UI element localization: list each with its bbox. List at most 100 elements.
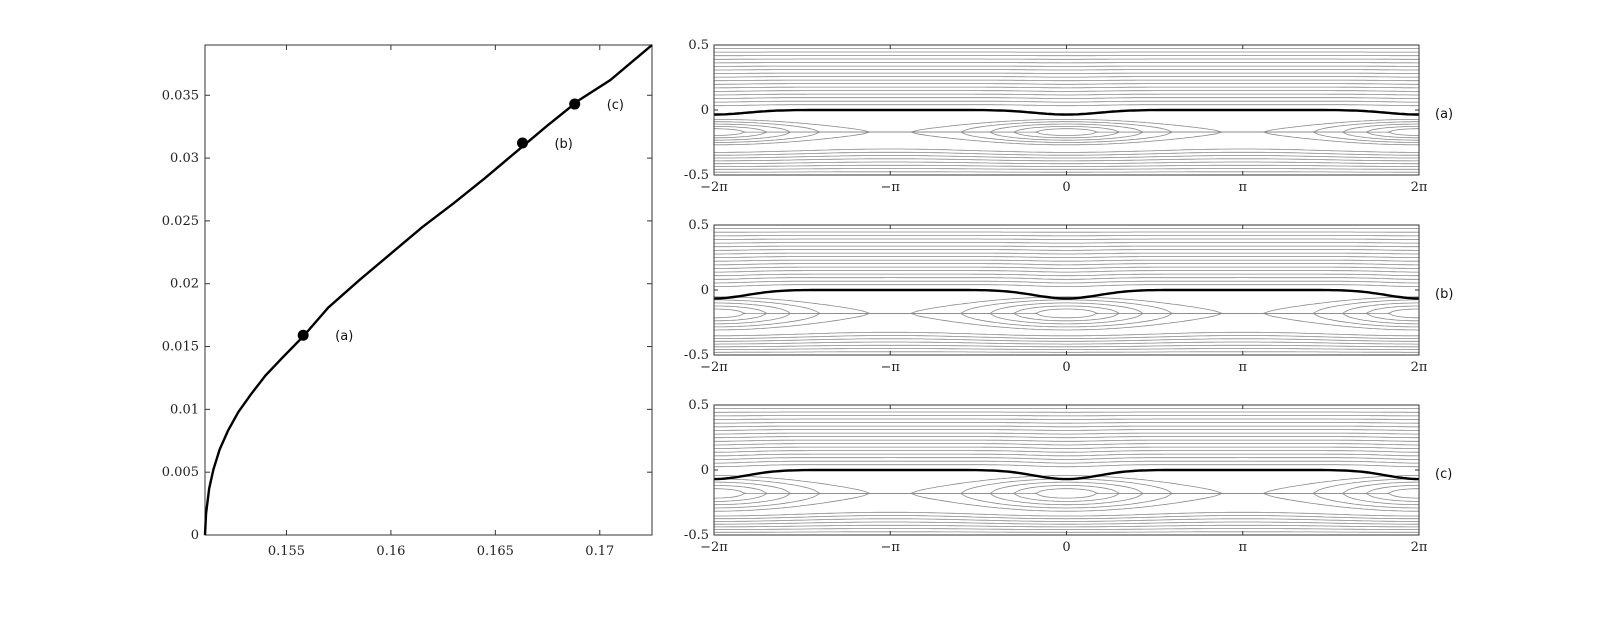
y-tick-label: 0 <box>701 463 709 478</box>
y-tick-label: -0.5 <box>684 168 709 183</box>
panel-label: (a) <box>1435 107 1453 122</box>
separatrix-line <box>714 468 1419 481</box>
streamline <box>714 72 1419 74</box>
streamline <box>714 252 1419 255</box>
x-tick-label: −π <box>881 180 901 195</box>
streamline <box>714 464 1419 468</box>
data-point <box>297 329 309 341</box>
cat-eye-contour <box>1242 478 1419 509</box>
streamline <box>714 418 1419 420</box>
cat-eye-contour <box>890 478 1243 509</box>
cat-eye-contour <box>1242 121 1419 143</box>
streamline <box>714 86 1419 89</box>
streamline <box>714 270 1419 273</box>
panel-streamlines <box>714 408 1419 533</box>
y-tick-label: 0.5 <box>688 38 709 53</box>
streamline <box>714 515 1419 520</box>
streamline <box>714 93 1419 96</box>
streamline <box>714 460 1419 464</box>
cat-eye-contour <box>890 296 1243 331</box>
streamline <box>714 338 1419 342</box>
panel-label: (b) <box>1435 287 1453 302</box>
cat-eye-contour <box>1242 475 1419 512</box>
streamline <box>714 453 1419 457</box>
cat-eye-contour <box>1242 488 1419 499</box>
streamline <box>714 425 1419 428</box>
streamline <box>714 256 1419 258</box>
cat-eye-contour <box>890 481 1243 506</box>
cat-eye-contour <box>890 121 1243 143</box>
plot-frame <box>204 44 653 536</box>
bifurcation-chart: 0.155 0.16 0.165 0.17 0 0.005 0.01 0.015 0.02 0.0… <box>162 44 653 559</box>
streamline <box>714 344 1419 348</box>
x-tick-label: 0 <box>1062 540 1070 555</box>
streamline <box>714 155 1419 159</box>
y-tick-label: 0 <box>191 528 199 543</box>
streamline <box>714 158 1419 162</box>
cat-eye-contour <box>890 299 1243 328</box>
streamline <box>714 348 1419 350</box>
point-label: (c) <box>607 98 624 113</box>
streamline <box>714 341 1419 345</box>
x-tick-label: 0 <box>1062 180 1070 195</box>
cat-eye-contour <box>1242 123 1419 141</box>
y-tick-label: 0.5 <box>688 398 709 413</box>
y-tick-label: -0.5 <box>684 348 709 363</box>
streamline <box>714 429 1419 431</box>
streamline <box>714 446 1419 449</box>
streamline <box>714 457 1419 460</box>
streamline <box>714 97 1419 99</box>
streamline <box>714 273 1419 277</box>
streamline <box>714 284 1419 287</box>
streamline <box>714 443 1419 446</box>
cat-eye-contour <box>890 475 1243 512</box>
cat-eye-contour <box>890 302 1243 325</box>
x-tick-label: −2π <box>700 180 728 195</box>
y-tick-label: 0.5 <box>688 218 709 233</box>
x-tick-label: 2π <box>1411 360 1428 375</box>
data-point <box>516 137 528 149</box>
streamline <box>714 521 1419 525</box>
cat-eye-contour <box>1242 128 1419 136</box>
y-tick-label: 0.03 <box>170 151 199 166</box>
y-tick-label: 0.025 <box>162 214 199 229</box>
x-tick-label: 0.155 <box>268 544 305 559</box>
streamline <box>714 83 1419 85</box>
streamline <box>714 259 1419 262</box>
streamline <box>714 79 1419 82</box>
y-tick-label: 0.02 <box>170 277 199 292</box>
streamline <box>714 518 1419 522</box>
streamline <box>714 450 1419 453</box>
x-tick-label: 2π <box>1411 180 1428 195</box>
cat-eye-contour <box>1242 481 1419 506</box>
streamline <box>714 90 1419 92</box>
y-tick-label: 0.005 <box>162 465 199 480</box>
y-tick-label: 0.015 <box>162 340 199 355</box>
streamline <box>714 76 1419 78</box>
point-label: (b) <box>554 137 572 152</box>
streamline <box>714 439 1419 442</box>
x-tick-label: π <box>1238 540 1247 555</box>
series-line <box>203 44 653 536</box>
x-tick-label: π <box>1238 360 1247 375</box>
streamline <box>714 277 1419 280</box>
y-tick-label: 0.01 <box>170 402 199 417</box>
panel-label: (c) <box>1435 467 1452 482</box>
cat-eye-contour <box>1242 299 1419 328</box>
data-point <box>569 98 581 110</box>
streamline <box>714 524 1419 528</box>
streamline-panel: −2π −π 0 π 2π -0.5 0 0.5 (c) <box>684 398 1452 555</box>
x-tick-label: 2π <box>1411 540 1428 555</box>
streamline <box>714 164 1419 167</box>
point-label: (a) <box>335 329 353 344</box>
streamline <box>714 148 1419 153</box>
cat-eye-contour <box>1242 302 1419 325</box>
x-tick-label: 0.16 <box>376 544 405 559</box>
cat-eye-contour <box>890 128 1243 136</box>
cat-eye-contour <box>890 123 1243 141</box>
streamline-panel: −2π −π 0 π 2π -0.5 0 0.5 (b) <box>684 218 1453 375</box>
streamline <box>714 245 1419 248</box>
streamline <box>714 249 1419 251</box>
separatrix-line <box>714 288 1419 300</box>
